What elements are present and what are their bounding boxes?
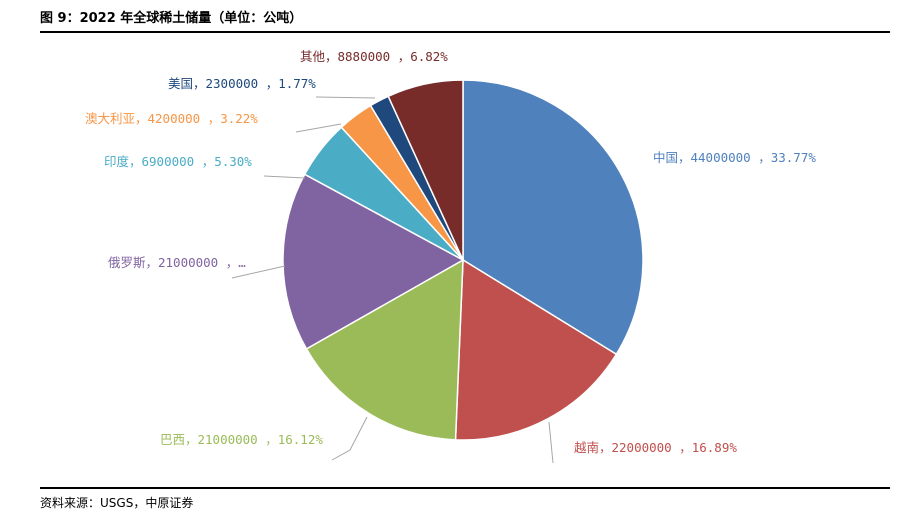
bottom-rule [40,487,890,489]
leader-line-5 [263,175,306,179]
pie-slice-8 [387,79,464,261]
leader-line-2 [548,421,554,464]
leader-line-7 [315,96,376,99]
slice-label-7: 美国，2300000 ，1.77% [168,76,316,91]
leader-lines [231,96,554,464]
leader-line-6 [295,123,342,133]
slice-label-3: 巴西，21000000 ，16.12% [160,432,323,447]
chart-title: 图 9：2022 年全球稀土储量（单位：公吨） [40,11,303,26]
slice-label-1: 中国，44000000 ，33.77% [653,150,816,165]
slice-labels: 中国，44000000 ，33.77% 越南，22000000 ，16.89% 巴西… [85,49,816,455]
slice-label-2: 越南，22000000 ，16.89% [574,440,737,455]
top-rule [40,31,890,33]
slice-label-5: 印度，6900000 ，5.30% [104,154,252,169]
slice-label-8: 其他，8880000 ，6.82% [300,49,448,64]
leader-line-3 [331,416,368,461]
pie-slices [282,79,644,441]
pie-slice-2 [454,258,618,441]
slice-label-4: 俄罗斯，21000000 ，… [108,255,246,270]
slice-label-6: 澳大利亚，4200000 ，3.22% [85,111,258,126]
leader-line-4 [231,265,286,279]
pie-slice-1 [462,79,644,356]
pie-slice-3 [305,258,464,441]
source-note: 资料来源：USGS，中原证券 [40,496,194,510]
pie-slice-4 [282,173,465,350]
